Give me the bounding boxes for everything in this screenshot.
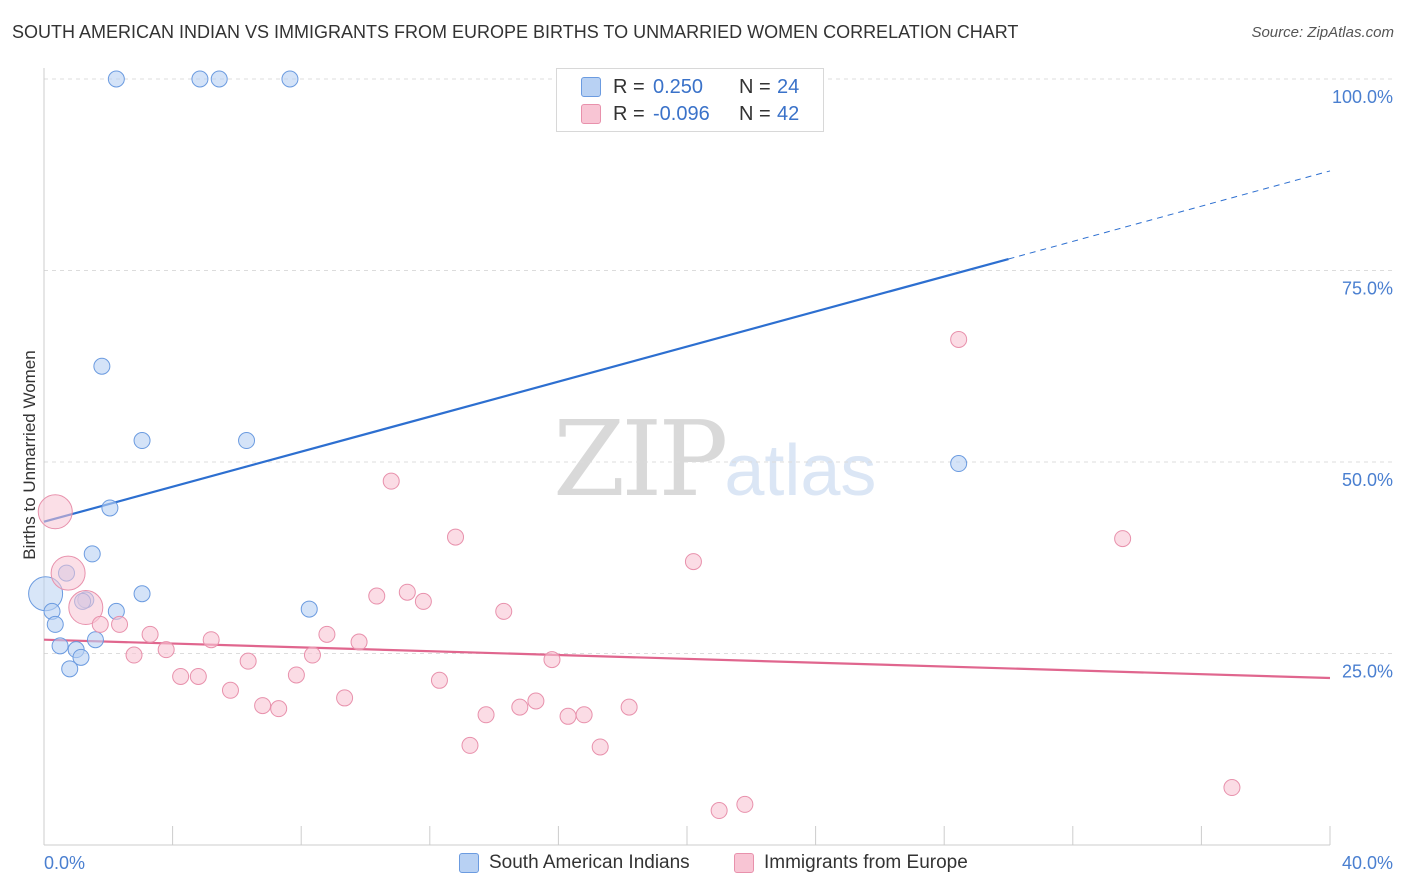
legend-swatch-blue	[581, 77, 601, 97]
y-tick-label: 25.0%	[1342, 662, 1393, 682]
data-point-south-american-indians	[133, 585, 151, 603]
trend-lines	[43, 170, 1331, 680]
source-label: Source: ZipAtlas.com	[1251, 24, 1394, 41]
data-point-south-american-indians	[133, 432, 151, 450]
data-point-south-american-indians	[950, 455, 968, 473]
data-point-immigrants-from-europe	[350, 633, 368, 651]
bottom-legend-label-pink: Immigrants from Europe	[764, 852, 968, 873]
legend-row-blue: R = 0.250 N = 24	[581, 74, 799, 100]
data-point-immigrants-from-europe	[202, 631, 220, 649]
data-point-south-american-indians	[93, 357, 111, 375]
data-point-immigrants-from-europe	[157, 641, 175, 659]
trend-line-immigrants-from-europe	[43, 638, 1331, 680]
data-point-immigrants-from-europe	[91, 615, 109, 633]
data-point-immigrants-from-europe	[495, 602, 513, 620]
legend-r-label: R =	[613, 75, 645, 98]
data-point-south-american-indians	[210, 70, 228, 88]
data-point-south-american-indians	[61, 660, 79, 678]
data-point-immigrants-from-europe	[68, 590, 104, 626]
y-axis-label: Births to Unmarried Women	[20, 350, 39, 559]
data-point-south-american-indians	[238, 432, 256, 450]
data-point-immigrants-from-europe	[559, 707, 577, 725]
bottom-legend-series1: South American Indians	[459, 852, 690, 874]
data-point-immigrants-from-europe	[414, 592, 432, 610]
data-point-immigrants-from-europe	[336, 689, 354, 707]
data-point-south-american-indians	[51, 637, 69, 655]
data-point-immigrants-from-europe	[382, 472, 400, 490]
data-point-immigrants-from-europe	[684, 553, 702, 571]
tick-labels: 100.0% 75.0% 50.0% 25.0% 0.0% 40.0%	[44, 87, 1393, 873]
bottom-legend-swatch-blue	[459, 853, 479, 873]
data-point-south-american-indians	[300, 600, 318, 618]
data-point-south-american-indians	[107, 70, 125, 88]
x-tick-label: 40.0%	[1342, 853, 1393, 873]
watermark: ZIPatlas	[553, 398, 876, 520]
legend-row-pink: R = -0.096 N = 42	[581, 101, 799, 127]
data-point-immigrants-from-europe	[398, 583, 416, 601]
data-point-immigrants-from-europe	[591, 738, 609, 756]
y-tick-label: 75.0%	[1342, 279, 1393, 299]
bottom-legend-series2: Immigrants from Europe	[734, 852, 968, 874]
data-point-immigrants-from-europe	[125, 646, 143, 664]
correlation-legend: R = 0.250 N = 24 R = -0.096 N = 42	[556, 68, 824, 132]
data-point-immigrants-from-europe	[1114, 530, 1132, 548]
trend-line-south-american-indians	[43, 257, 1009, 523]
legend-swatch-pink	[581, 104, 601, 124]
data-point-immigrants-from-europe	[287, 666, 305, 684]
y-tick-label: 50.0%	[1342, 470, 1393, 490]
watermark-zip: ZIP	[553, 398, 728, 520]
y-tick-label: 100.0%	[1332, 87, 1393, 107]
legend-r-value: -0.096	[653, 102, 710, 125]
grid-lines	[44, 78, 1392, 654]
data-point-immigrants-from-europe	[172, 667, 190, 685]
data-point-immigrants-from-europe	[527, 692, 545, 710]
watermark-atlas: atlas	[724, 431, 877, 511]
data-point-immigrants-from-europe	[189, 667, 207, 685]
data-point-immigrants-from-europe	[221, 681, 239, 699]
data-point-immigrants-from-europe	[511, 698, 529, 716]
data-point-immigrants-from-europe	[575, 706, 593, 724]
data-point-immigrants-from-europe	[141, 625, 159, 643]
data-point-immigrants-from-europe	[710, 802, 728, 820]
legend-r-label: R =	[613, 102, 645, 125]
trend-line-extension	[1008, 170, 1331, 260]
data-point-immigrants-from-europe	[50, 555, 86, 591]
data-point-south-american-indians	[281, 70, 299, 88]
chart-title: SOUTH AMERICAN INDIAN VS IMMIGRANTS FROM…	[12, 22, 1019, 42]
bottom-legend-swatch-pink	[734, 853, 754, 873]
data-point-immigrants-from-europe	[368, 587, 386, 605]
data-point-immigrants-from-europe	[620, 698, 638, 716]
data-point-immigrants-from-europe	[37, 494, 73, 530]
x-tick-label: 0.0%	[44, 853, 85, 873]
data-point-immigrants-from-europe	[239, 652, 257, 670]
data-point-immigrants-from-europe	[543, 651, 561, 669]
data-point-south-american-indians	[83, 545, 101, 563]
bottom-legend-label-blue: South American Indians	[489, 852, 690, 873]
data-point-immigrants-from-europe	[736, 795, 754, 813]
legend-n-label: N =	[739, 102, 771, 125]
data-point-south-american-indians	[191, 70, 209, 88]
legend-n-label: N =	[739, 75, 771, 98]
data-point-immigrants-from-europe	[477, 706, 495, 724]
data-point-immigrants-from-europe	[318, 625, 336, 643]
data-point-immigrants-from-europe	[111, 615, 129, 633]
data-point-south-american-indians	[86, 631, 104, 649]
data-point-immigrants-from-europe	[447, 528, 465, 546]
data-point-immigrants-from-europe	[303, 646, 321, 664]
data-point-south-american-indians	[46, 615, 64, 633]
data-point-immigrants-from-europe	[1223, 779, 1241, 797]
data-point-immigrants-from-europe	[430, 671, 448, 689]
data-point-immigrants-from-europe	[950, 330, 968, 348]
data-point-immigrants-from-europe	[254, 697, 272, 715]
data-point-south-american-indians	[101, 499, 119, 517]
legend-n-value: 42	[777, 102, 800, 125]
data-point-immigrants-from-europe	[461, 736, 479, 754]
data-point-south-american-indians	[72, 648, 90, 666]
data-points	[28, 70, 1241, 820]
data-point-immigrants-from-europe	[270, 700, 288, 718]
legend-r-value: 0.250	[653, 75, 704, 98]
legend-n-value: 24	[777, 75, 800, 98]
axes	[43, 68, 1331, 846]
